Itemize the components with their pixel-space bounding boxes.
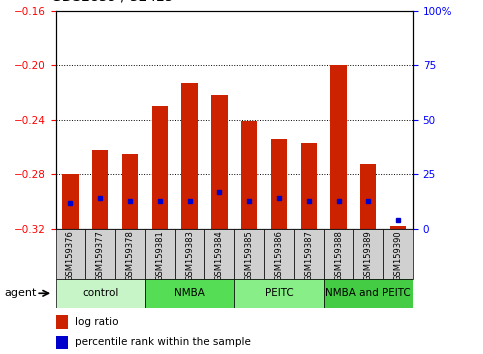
Bar (241, 121, 257, 229)
Bar (234, 279, 324, 308)
Bar (62, 175, 79, 229)
Text: GSM159387: GSM159387 (304, 230, 313, 281)
Bar (324, 279, 413, 308)
Bar (324, 229, 354, 279)
Text: GSM159390: GSM159390 (394, 230, 402, 281)
Text: GSM159383: GSM159383 (185, 230, 194, 281)
Bar (56, 279, 145, 308)
Text: GSM159388: GSM159388 (334, 230, 343, 281)
Bar (330, 65, 347, 229)
Text: GSM159378: GSM159378 (126, 230, 134, 281)
Bar (56, 315, 68, 329)
Text: GSM159377: GSM159377 (96, 230, 105, 281)
Text: log ratio: log ratio (75, 317, 118, 327)
Text: GSM159381: GSM159381 (156, 230, 164, 281)
Text: agent: agent (5, 288, 37, 298)
Bar (234, 229, 264, 279)
Bar (264, 229, 294, 279)
Bar (300, 143, 317, 229)
Bar (294, 229, 324, 279)
Text: GSM159389: GSM159389 (364, 230, 373, 281)
Text: percentile rank within the sample: percentile rank within the sample (75, 337, 251, 348)
Bar (360, 164, 376, 229)
Bar (211, 95, 227, 229)
Bar (204, 229, 234, 279)
Bar (175, 229, 204, 279)
Text: PEITC: PEITC (265, 288, 293, 298)
Bar (383, 229, 413, 279)
Bar (145, 279, 234, 308)
Text: GSM159386: GSM159386 (274, 230, 284, 281)
Bar (85, 229, 115, 279)
Bar (182, 83, 198, 229)
Bar (56, 229, 85, 279)
Text: NMBA: NMBA (174, 288, 205, 298)
Bar (271, 139, 287, 229)
Text: GSM159376: GSM159376 (66, 230, 75, 281)
Text: NMBA and PEITC: NMBA and PEITC (326, 288, 411, 298)
Text: GSM159384: GSM159384 (215, 230, 224, 281)
Bar (115, 229, 145, 279)
Text: control: control (82, 288, 118, 298)
Text: GSM159385: GSM159385 (245, 230, 254, 281)
Bar (122, 154, 138, 229)
Bar (354, 229, 383, 279)
Bar (145, 229, 175, 279)
Bar (152, 106, 168, 229)
Bar (92, 150, 108, 229)
Text: GDS2839 / 32425: GDS2839 / 32425 (51, 0, 173, 4)
Bar (56, 336, 68, 349)
Bar (390, 226, 406, 229)
